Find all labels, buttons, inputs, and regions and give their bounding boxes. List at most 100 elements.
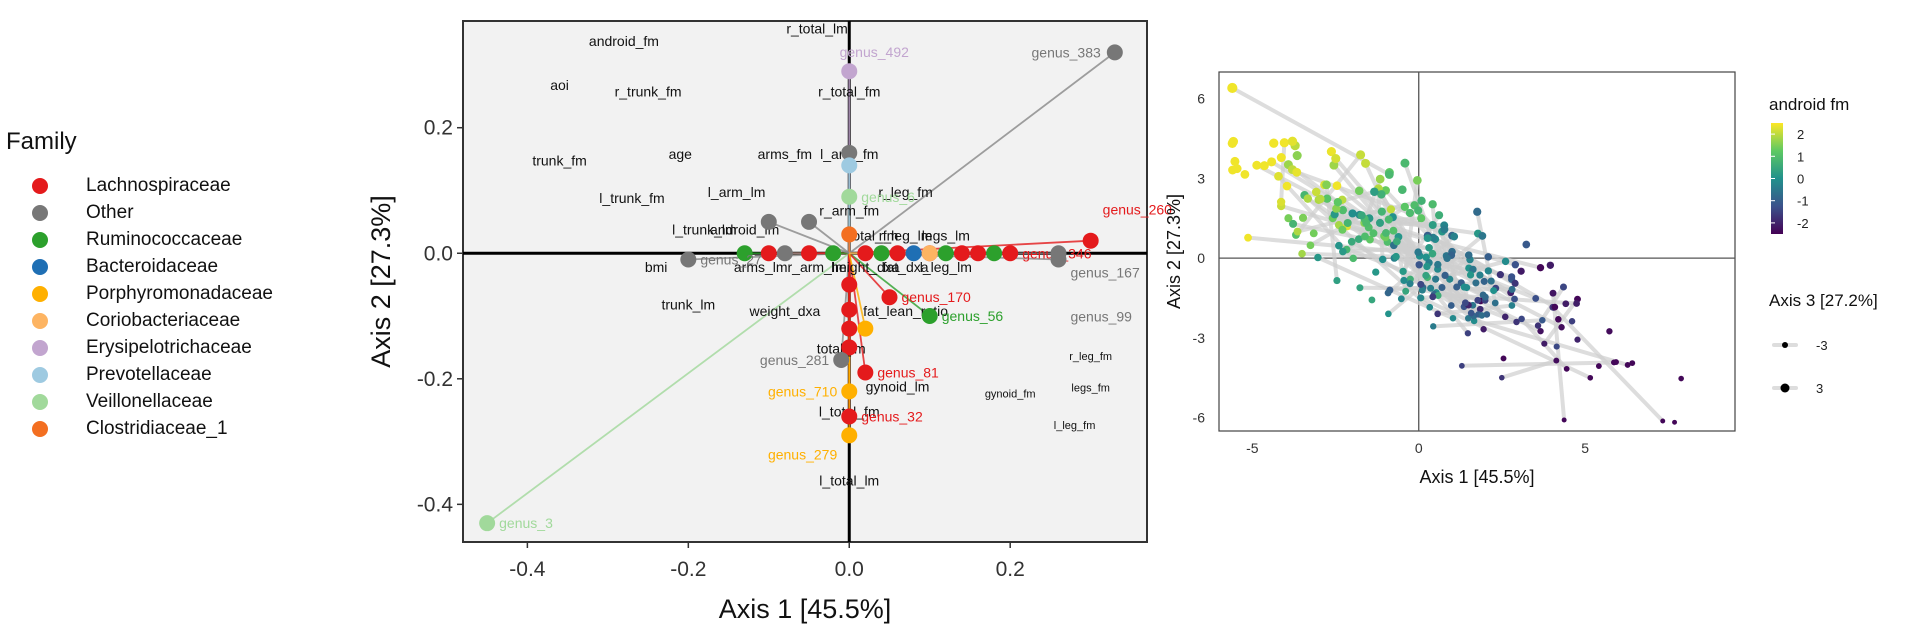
taxon-point: [953, 245, 970, 262]
sample-point: [1553, 343, 1560, 350]
sample-point: [1508, 273, 1516, 281]
sample-point: [1279, 138, 1290, 148]
sample-point: [1284, 214, 1293, 223]
sample-point: [1332, 204, 1341, 213]
sample-point: [1466, 271, 1475, 279]
legend-swatch: [32, 313, 48, 329]
y-tick-label: 0.0: [424, 242, 453, 265]
sample-point: [1402, 287, 1410, 295]
sample-point: [1426, 303, 1434, 311]
taxon-label: genus_170: [901, 289, 971, 305]
sample-point: [1322, 194, 1332, 203]
sample-point: [1423, 262, 1431, 271]
biplot-arrow: [848, 253, 867, 329]
sample-point: [1438, 283, 1446, 292]
sample-point: [1537, 328, 1544, 335]
variable-label: gynoid_fm: [985, 389, 1036, 401]
sample-point: [1362, 218, 1371, 227]
sample-point: [1478, 231, 1487, 240]
taxon-label: genus_383: [1032, 44, 1102, 60]
sample-point: [1343, 218, 1352, 228]
taxon-label: genus_32: [861, 408, 923, 424]
colorbar: [1771, 123, 1783, 234]
variable-label: l_arm_lm: [708, 184, 766, 200]
sample-point: [1484, 267, 1493, 275]
sample-point: [1398, 185, 1407, 194]
y-tick-label: -0.4: [417, 493, 454, 516]
biplot-arrow: [808, 221, 850, 254]
taxon-point: [776, 245, 793, 262]
taxon-point: [841, 276, 858, 293]
sample-point: [1400, 158, 1410, 168]
legend-label: Veillonellaceae: [86, 391, 213, 412]
variable-label: l_leg_lm: [920, 259, 972, 275]
sample-point: [1354, 186, 1364, 196]
sample-point: [1287, 136, 1298, 146]
sample-point: [1292, 150, 1302, 161]
taxon-label: genus_27: [700, 252, 762, 268]
size-legend-label: 3: [1816, 381, 1823, 396]
sample-point: [1361, 158, 1371, 168]
sample-point: [1518, 315, 1525, 323]
taxon-point: [970, 245, 987, 262]
legend-swatch: [32, 367, 48, 383]
legend-item: Clostridiaceae_1: [32, 417, 228, 441]
variable-label: age: [669, 146, 693, 162]
variable-label: arms_fm: [758, 146, 812, 162]
pair-segment: [1475, 298, 1543, 334]
taxon-point: [680, 251, 697, 268]
taxon-point: [905, 245, 922, 262]
sample-point: [1400, 202, 1409, 212]
y-axis-label: Axis 2 [27.3%]: [1164, 194, 1184, 309]
taxon-point: [921, 308, 938, 325]
taxon-point: [825, 245, 842, 262]
sample-point: [1392, 252, 1400, 261]
sample-point: [1472, 279, 1480, 287]
colorbar-tick-label: 2: [1797, 127, 1804, 142]
sample-point: [1511, 279, 1519, 287]
sample-point: [1491, 299, 1499, 307]
sample-point: [1306, 241, 1315, 250]
taxon-point: [841, 157, 858, 174]
sample-point: [1464, 330, 1472, 337]
sample-point: [1427, 284, 1435, 292]
variable-label: fat_dxa: [883, 259, 929, 275]
taxon-label: genus_99: [1070, 309, 1132, 325]
taxon-point: [841, 427, 858, 444]
sample-point: [1276, 197, 1286, 207]
taxon-point: [881, 289, 898, 306]
sample-point: [1562, 300, 1570, 308]
sample-point: [1370, 187, 1379, 197]
sample-point: [1496, 271, 1504, 279]
sample-point: [1423, 234, 1432, 243]
sample-point: [1333, 276, 1341, 285]
sample-point: [1405, 208, 1415, 218]
sample-point: [1368, 296, 1376, 304]
legend-swatch: [32, 178, 48, 194]
sample-point: [1230, 156, 1240, 166]
sample-point: [1372, 268, 1380, 276]
sample-point: [1613, 359, 1619, 365]
legend-item: Coriobacteriaceae: [32, 309, 240, 333]
sample-point: [1480, 277, 1488, 285]
taxon-point: [841, 383, 858, 400]
variable-label: arms_lm: [734, 259, 788, 275]
variable-label: r_arm_fm: [819, 203, 879, 219]
pair-segment: [1551, 291, 1567, 422]
sample-point: [1385, 310, 1392, 318]
sample-point: [1551, 303, 1559, 311]
sample-point: [1422, 271, 1430, 280]
legend-label: Erysipelotrichaceae: [86, 337, 252, 358]
taxon-point: [857, 320, 874, 337]
sample-point: [1522, 240, 1531, 249]
taxon-point: [841, 301, 858, 318]
taxon-point: [921, 245, 938, 262]
pair-segment: [1336, 243, 1483, 303]
sample-point: [1339, 247, 1347, 256]
legend-label: Clostridiaceae_1: [86, 418, 228, 439]
sample-point: [1392, 237, 1401, 246]
sample-point: [1555, 316, 1562, 323]
size-legend-dot: [1782, 342, 1788, 348]
sample-points: [1227, 82, 1684, 425]
